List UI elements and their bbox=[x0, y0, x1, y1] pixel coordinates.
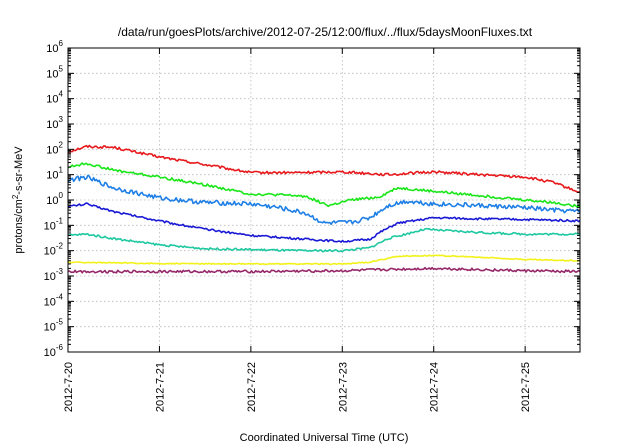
y-tick-label: 101 bbox=[46, 166, 63, 182]
x-tick-labels: 2012-7-20 2012-7-21 2012-7-22 2012-7-23 2012… bbox=[63, 362, 532, 412]
series-line bbox=[67, 254, 581, 266]
x-tick-label: 2012-7-22 bbox=[246, 362, 258, 412]
y-tick-exponent: 3 bbox=[59, 115, 64, 124]
y-tick-base: 10 bbox=[46, 68, 58, 80]
series-line bbox=[67, 144, 581, 193]
series-layer bbox=[67, 144, 581, 274]
y-tick-exponent: -1 bbox=[56, 216, 64, 225]
y-tick-exponent: 1 bbox=[59, 166, 64, 175]
chart-title: /data/run/goesPlots/archive/2012-07-25/1… bbox=[118, 25, 533, 39]
y-tick-label: 104 bbox=[46, 90, 63, 106]
y-tick-labels: 10-610-510-410-310-210-11001011021031041… bbox=[44, 39, 64, 359]
y-tick-base: 10 bbox=[44, 296, 56, 308]
y-tick-base: 10 bbox=[46, 94, 58, 106]
y-tick-base: 10 bbox=[46, 43, 58, 55]
y-tick-base: 10 bbox=[44, 246, 56, 258]
y-tick-base: 10 bbox=[44, 322, 56, 334]
y-tick-base: 10 bbox=[46, 119, 58, 131]
y-tick-base: 10 bbox=[44, 347, 56, 359]
y-tick-exponent: -6 bbox=[56, 343, 64, 352]
series-line bbox=[67, 174, 581, 226]
series-line bbox=[67, 202, 581, 243]
y-tick-label: 10-3 bbox=[44, 267, 64, 283]
y-tick-label: 103 bbox=[46, 115, 63, 131]
y-tick-exponent: 2 bbox=[59, 140, 64, 149]
x-tick-label: 2012-7-20 bbox=[63, 362, 75, 412]
y-tick-base: 10 bbox=[44, 220, 56, 232]
y-axis-label: protons/cm2-s-sr-MeV bbox=[11, 146, 26, 254]
y-tick-base: 10 bbox=[46, 195, 58, 207]
y-tick-exponent: 5 bbox=[59, 64, 64, 73]
y-tick-label: 10-6 bbox=[44, 343, 64, 359]
y-tick-exponent: 0 bbox=[59, 191, 64, 200]
x-tick-label: 2012-7-23 bbox=[337, 362, 349, 412]
y-tick-label: 10-1 bbox=[44, 216, 64, 232]
y-tick-label: 10-2 bbox=[44, 242, 64, 258]
x-tick-label: 2012-7-25 bbox=[520, 362, 532, 412]
series-line bbox=[67, 266, 581, 274]
x-axis-label: Coordinated Universal Time (UTC) bbox=[240, 432, 409, 444]
y-tick-exponent: -4 bbox=[56, 292, 64, 301]
y-tick-label: 105 bbox=[46, 64, 63, 80]
y-tick-exponent: -2 bbox=[56, 242, 64, 251]
y-tick-exponent: -3 bbox=[56, 267, 64, 276]
y-tick-exponent: 4 bbox=[59, 90, 64, 99]
x-tick-label: 2012-7-24 bbox=[429, 362, 441, 412]
y-tick-exponent: -5 bbox=[56, 318, 64, 327]
x-tick-label: 2012-7-21 bbox=[154, 362, 166, 412]
axis-ticks bbox=[67, 47, 580, 353]
series-line bbox=[67, 227, 581, 253]
y-tick-label: 10-5 bbox=[44, 318, 64, 334]
y-tick-exponent: 6 bbox=[59, 39, 64, 48]
y-axis-label-base: protons/cm bbox=[13, 199, 25, 253]
y-tick-label: 106 bbox=[46, 39, 63, 55]
y-tick-base: 10 bbox=[46, 144, 58, 156]
series-line bbox=[67, 162, 581, 209]
y-tick-base: 10 bbox=[46, 170, 58, 182]
y-tick-label: 10-4 bbox=[44, 292, 64, 308]
y-tick-base: 10 bbox=[44, 271, 56, 283]
y-tick-label: 100 bbox=[46, 191, 63, 207]
y-tick-label: 102 bbox=[46, 140, 63, 156]
grid bbox=[68, 48, 580, 352]
y-axis-label-sup: 2 bbox=[11, 194, 20, 199]
y-axis-label-rest: -s-sr-MeV bbox=[13, 146, 25, 195]
